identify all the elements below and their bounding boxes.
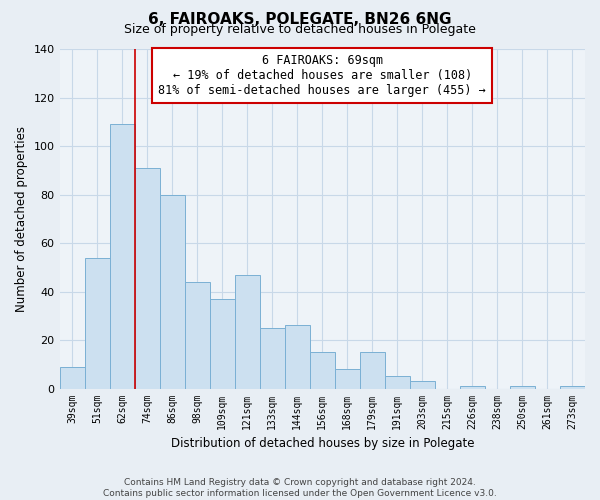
Bar (85, 258, 110, 388)
Bar (310, 352, 335, 389)
Bar (110, 124, 134, 388)
Bar (134, 168, 160, 388)
Bar (385, 376, 410, 388)
Bar (209, 299, 235, 388)
X-axis label: Distribution of detached houses by size in Polegate: Distribution of detached houses by size … (170, 437, 474, 450)
Bar (410, 382, 435, 388)
Bar (59, 366, 85, 388)
Bar (235, 274, 260, 388)
Bar (285, 326, 310, 388)
Bar (185, 282, 209, 389)
Y-axis label: Number of detached properties: Number of detached properties (15, 126, 28, 312)
Text: 6 FAIROAKS: 69sqm
← 19% of detached houses are smaller (108)
81% of semi-detache: 6 FAIROAKS: 69sqm ← 19% of detached hous… (158, 54, 486, 97)
Bar (335, 369, 360, 388)
Bar (360, 352, 385, 389)
Bar (560, 386, 585, 388)
Text: Size of property relative to detached houses in Polegate: Size of property relative to detached ho… (124, 22, 476, 36)
Bar (160, 194, 185, 388)
Bar (260, 328, 285, 388)
Text: Contains HM Land Registry data © Crown copyright and database right 2024.
Contai: Contains HM Land Registry data © Crown c… (103, 478, 497, 498)
Bar (510, 386, 535, 388)
Bar (460, 386, 485, 388)
Text: 6, FAIROAKS, POLEGATE, BN26 6NG: 6, FAIROAKS, POLEGATE, BN26 6NG (148, 12, 452, 28)
